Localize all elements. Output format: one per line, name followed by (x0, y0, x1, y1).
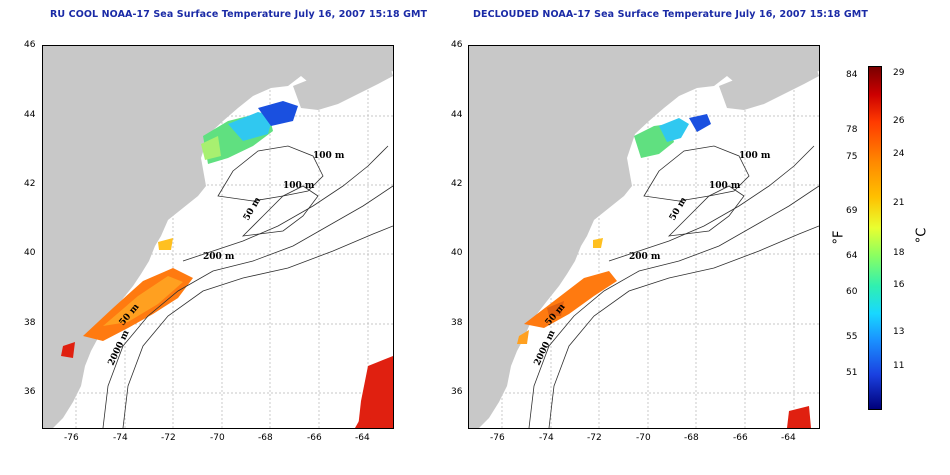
lat-tick: 42 (24, 179, 36, 189)
c-tick: 13 (893, 327, 905, 337)
f-tick: 78 (846, 125, 858, 135)
lat-tick: 40 (24, 248, 36, 258)
lon-tick: -66 (307, 433, 322, 443)
temperature-colorbar (868, 66, 882, 410)
right-map-title: DECLOUDED NOAA-17 Sea Surface Temperatur… (473, 9, 868, 20)
lon-tick: -74 (113, 433, 128, 443)
lat-tick: 36 (451, 387, 463, 397)
lon-tick: -66 (733, 433, 748, 443)
lat-tick: 42 (451, 179, 463, 189)
nova-scotia (719, 56, 819, 110)
c-tick: 11 (893, 361, 905, 371)
lat-tick: 40 (451, 248, 463, 258)
contour-label: 2000 m (533, 328, 558, 367)
lon-tick: -74 (539, 433, 554, 443)
left-map-title: RU COOL NOAA-17 Sea Surface Temperature … (50, 9, 428, 20)
f-tick: 75 (846, 152, 858, 162)
lon-tick: -68 (684, 433, 699, 443)
contour-label: 100 m (313, 151, 345, 161)
celsius-unit-label: °C (914, 227, 930, 244)
contour-label: 100 m (709, 181, 741, 191)
lat-tick: 46 (24, 40, 36, 50)
lat-tick: 46 (451, 40, 463, 50)
c-tick: 26 (893, 116, 905, 126)
f-tick: 55 (846, 332, 858, 342)
lat-tick: 38 (24, 318, 36, 328)
lat-tick: 36 (24, 387, 36, 397)
lon-tick: -70 (636, 433, 651, 443)
lon-tick: -70 (210, 433, 225, 443)
lon-tick: -68 (258, 433, 273, 443)
contour-label: 200 m (629, 252, 661, 262)
left-sst-map: 100 m 100 m 50 m 200 m 50 m 2000 m (42, 45, 394, 429)
fahrenheit-unit-label: °F (831, 230, 847, 245)
bathymetry-contours (528, 145, 819, 428)
lon-tick: -76 (64, 433, 79, 443)
c-tick: 21 (893, 198, 905, 208)
sst-patch (61, 101, 393, 428)
nova-scotia (293, 56, 393, 110)
lat-tick: 38 (451, 318, 463, 328)
lon-tick: -64 (355, 433, 370, 443)
c-tick: 24 (893, 149, 905, 159)
lat-tick: 44 (24, 110, 36, 120)
contour-label: 100 m (739, 151, 771, 161)
contour-label: 100 m (283, 181, 315, 191)
sst-patch (517, 114, 811, 428)
lon-tick: -72 (587, 433, 602, 443)
f-tick: 60 (846, 287, 858, 297)
f-tick: 84 (846, 70, 858, 80)
land-mass (43, 46, 393, 428)
lat-tick: 44 (451, 110, 463, 120)
f-tick: 69 (846, 206, 858, 216)
f-tick: 51 (846, 368, 858, 378)
right-sst-map: 100 m 100 m 50 m 200 m 50 m 2000 m (468, 45, 820, 429)
f-tick: 64 (846, 251, 858, 261)
bathymetry-contours (102, 145, 393, 428)
lon-tick: -76 (490, 433, 505, 443)
c-tick: 16 (893, 280, 905, 290)
land-mass (469, 46, 819, 428)
c-tick: 29 (893, 68, 905, 78)
contour-label: 200 m (203, 252, 235, 262)
lon-tick: -72 (161, 433, 176, 443)
c-tick: 18 (893, 248, 905, 258)
lon-tick: -64 (781, 433, 796, 443)
